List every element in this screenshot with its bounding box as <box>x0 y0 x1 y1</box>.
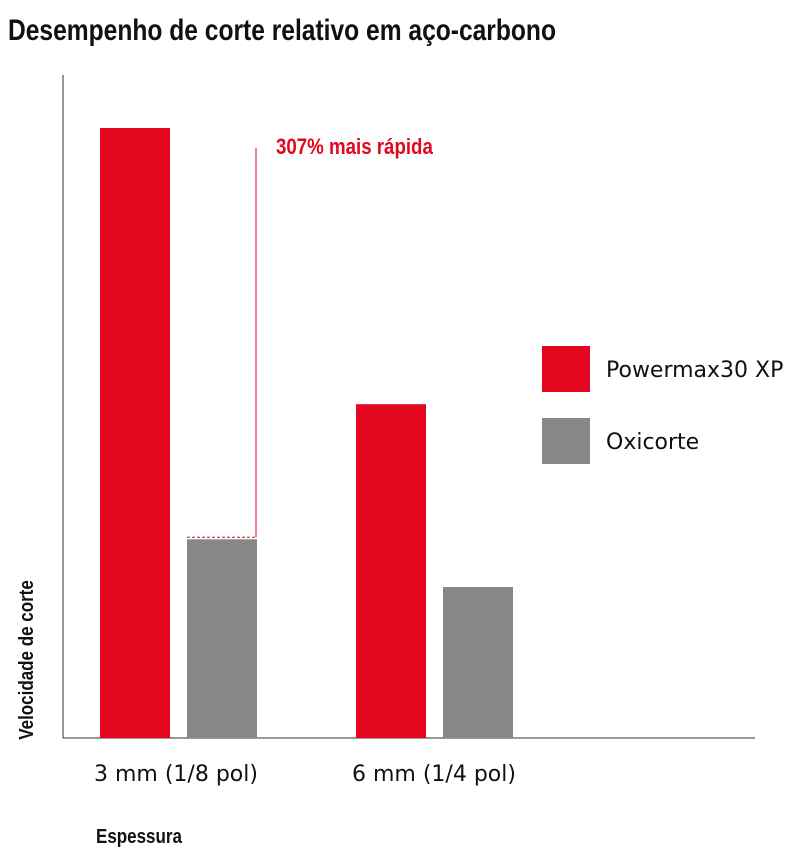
bar-1-0 <box>356 404 426 738</box>
bar-0-1 <box>187 539 257 738</box>
x-tick-labels: 3 mm (1/8 pol) 6 mm (1/4 pol) <box>94 762 516 787</box>
legend-swatch-1 <box>542 418 590 464</box>
legend-label-1: Oxicorte <box>606 430 699 455</box>
legend-swatch-0 <box>542 346 590 392</box>
x-axis-label: Espessura <box>96 825 183 848</box>
annotation-text: 307% mais rápida <box>276 136 433 160</box>
x-tick-label-1: 6 mm (1/4 pol) <box>352 762 516 787</box>
bar-1-1 <box>443 586 513 738</box>
chart-title: Desempenho de corte relativo em aço-carb… <box>8 13 556 47</box>
annotation-group: 307% mais rápida <box>187 136 433 538</box>
legend: Powermax30 XP Oxicorte <box>542 346 783 464</box>
y-axis-label: Velocidade de corte <box>15 580 38 740</box>
x-tick-label-0: 3 mm (1/8 pol) <box>94 762 258 787</box>
bars-group <box>100 128 513 738</box>
bar-0-0 <box>100 128 170 738</box>
legend-label-0: Powermax30 XP <box>606 358 783 383</box>
